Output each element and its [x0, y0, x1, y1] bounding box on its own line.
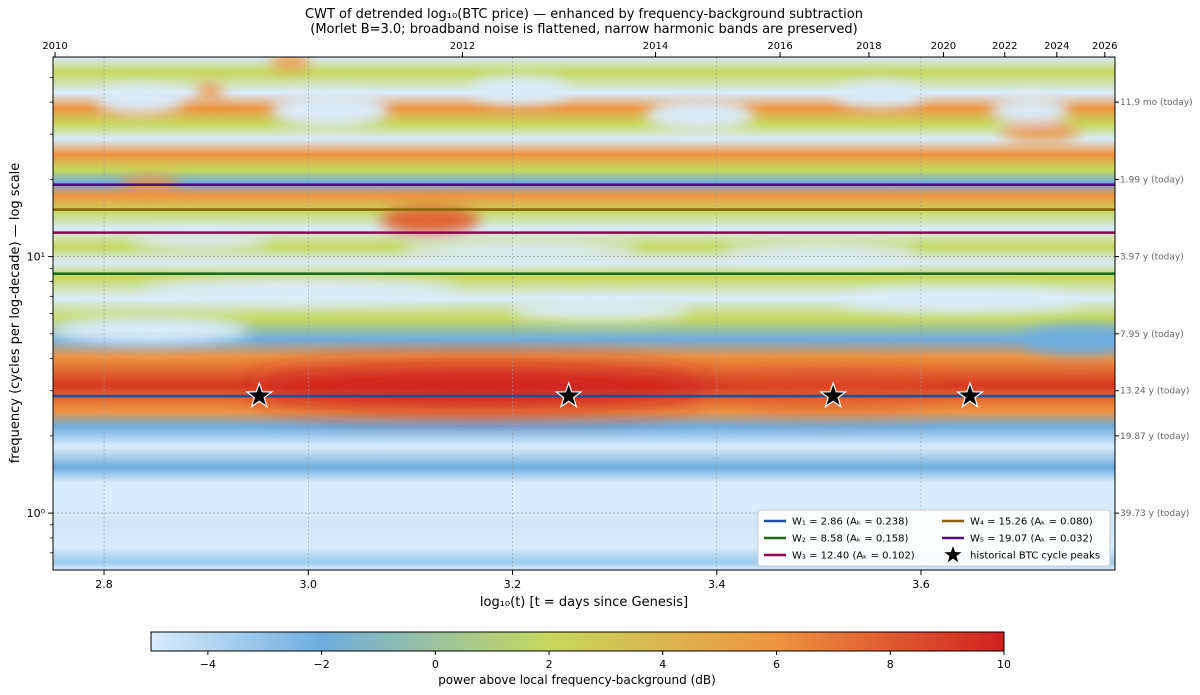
colorbar-tick-label: 0 [432, 658, 439, 671]
colorbar-bar [150, 631, 1005, 652]
legend-box [757, 509, 1111, 567]
right-period-label: 1.99 y (today) [1120, 175, 1184, 185]
top-year-label: 2014 [643, 41, 668, 52]
right-period-axis: 11.9 mo (today) 1.99 y (today) 3.97 y (tod… [1115, 98, 1193, 519]
heatmap [53, 57, 1115, 570]
y-tick-label: 10¹ [27, 251, 45, 264]
legend-label-w1: W₁ = 2.86 (Aₖ = 0.238) [792, 517, 908, 528]
legend-label-w3: W₃ = 12.40 (Aₖ = 0.102) [792, 551, 915, 562]
cycle-peak-markers [245, 381, 985, 409]
x-tick-label: 3.4 [708, 578, 726, 591]
right-period-label: 3.97 y (today) [1120, 253, 1184, 263]
cycle-peak-star [245, 381, 274, 409]
y-tick-label: 10⁰ [27, 507, 46, 520]
colorbar-tick-label: −4 [200, 658, 216, 671]
harmonic-lines [53, 183, 1115, 398]
top-year-label: 2018 [856, 41, 881, 52]
legend: W₁ = 2.86 (Aₖ = 0.238) W₂ = 8.58 (Aₖ = 0.… [757, 509, 1111, 567]
cycle-peak-star [819, 381, 848, 409]
top-year-axis: 2010 2012 2014 2016 2018 2020 2022 2024 2026 [42, 41, 1118, 57]
right-period-label: 39.73 y (today) [1120, 509, 1189, 519]
x-axis: 2.8 3.0 3.2 3.4 3.6 [95, 570, 930, 591]
right-period-label: 7.95 y (today) [1120, 330, 1184, 340]
colorbar-tick-label: 8 [887, 658, 894, 671]
colorbar-tick-label: 4 [659, 658, 666, 671]
top-year-label: 2012 [450, 41, 475, 52]
x-tick-label: 3.2 [504, 578, 522, 591]
x-tick-label: 2.8 [95, 578, 113, 591]
right-period-label: 11.9 mo (today) [1120, 98, 1193, 108]
cycle-peak-star [554, 381, 583, 409]
legend-label-w2: W₂ = 8.58 (Aₖ = 0.158) [792, 534, 908, 545]
grid-lines [53, 57, 1115, 570]
y-axis-label: frequency (cycles per log-decade) — log … [8, 163, 23, 464]
top-year-label: 2020 [931, 41, 956, 52]
colorbar-tick-label: −2 [313, 658, 329, 671]
colorbar-tick-label: 10 [997, 658, 1011, 671]
right-period-label: 13.24 y (today) [1120, 387, 1189, 397]
colorbar-tick-label: 2 [546, 658, 553, 671]
colorbar-tick-label: 6 [773, 658, 780, 671]
colorbar-label: power above local frequency-background (… [438, 673, 716, 687]
legend-label-w4: W₄ = 15.26 (Aₖ = 0.080) [970, 517, 1093, 528]
legend-label-w5: W₅ = 19.07 (Aₖ = 0.032) [970, 534, 1093, 545]
colorbar: power above local frequency-background (… [150, 631, 1011, 687]
right-period-label: 19.87 y (today) [1120, 432, 1189, 442]
cycle-peak-star [955, 381, 985, 409]
top-year-label: 2026 [1092, 41, 1117, 52]
x-axis-label: log₁₀(t) [t = days since Genesis] [480, 595, 688, 610]
legend-star-icon [944, 546, 962, 563]
chart-title-line2: (Morlet B=3.0; broadband noise is flatte… [310, 22, 857, 37]
top-year-label: 2010 [42, 41, 67, 52]
legend-label-peaks: historical BTC cycle peaks [970, 551, 1100, 562]
x-tick-label: 3.6 [912, 578, 930, 591]
top-year-label: 2022 [992, 41, 1017, 52]
x-tick-label: 3.0 [300, 578, 318, 591]
top-year-label: 2016 [767, 41, 792, 52]
top-year-label: 2024 [1044, 41, 1069, 52]
chart-title-line1: CWT of detrended log₁₀(BTC price) — enha… [305, 7, 863, 22]
y-axis: 10⁰ 10¹ [27, 76, 53, 554]
